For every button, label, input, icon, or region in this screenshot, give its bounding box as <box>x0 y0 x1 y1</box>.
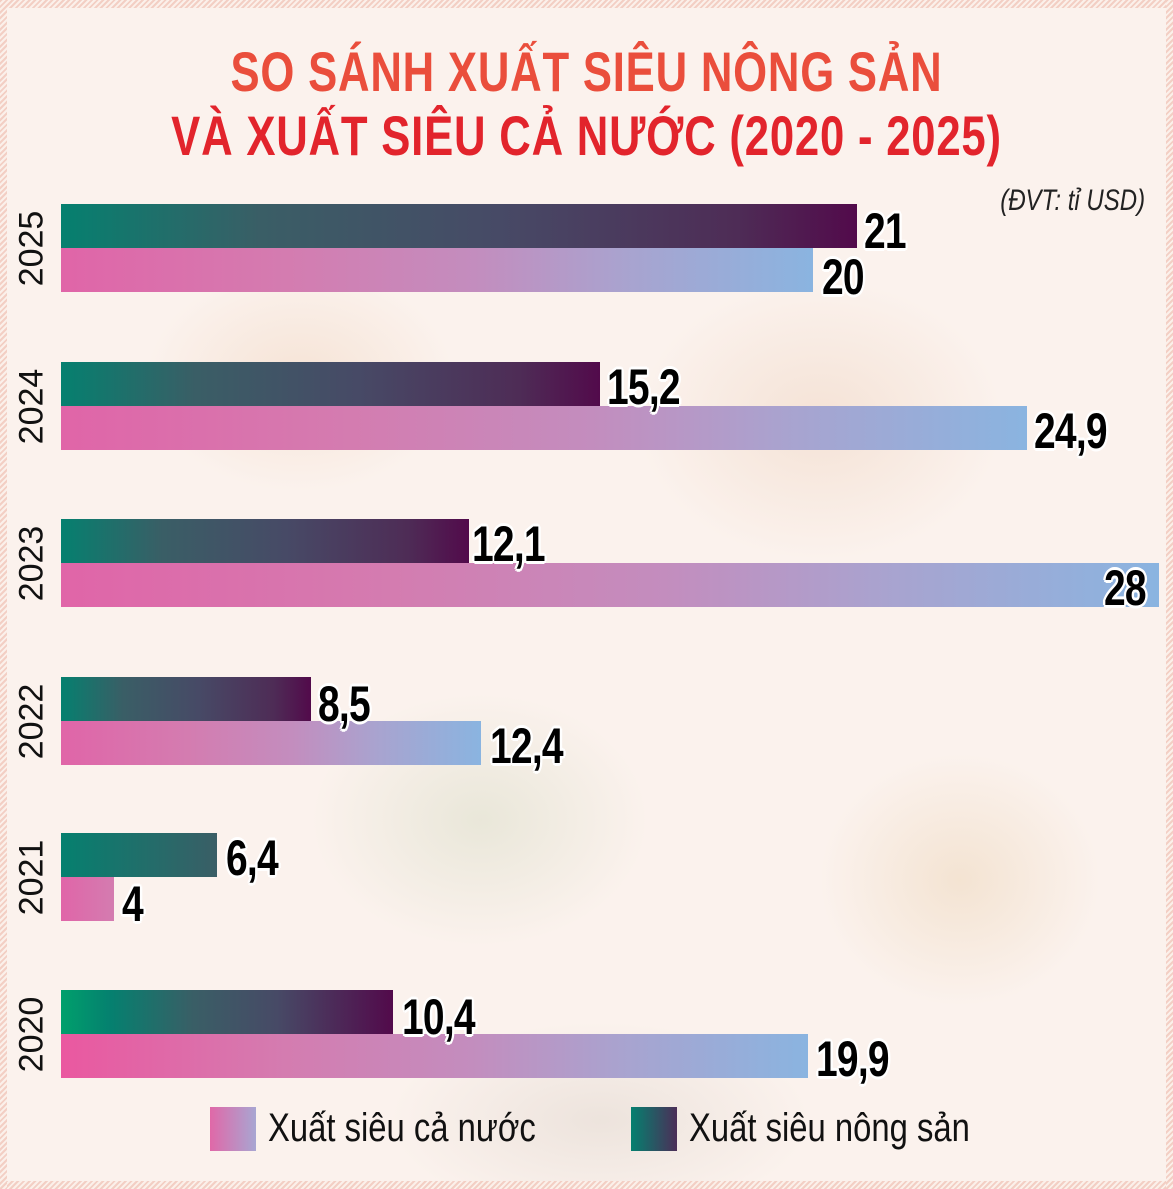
value-label-agri: 10,4 <box>402 989 476 1045</box>
bar-nation <box>61 1034 808 1078</box>
bar-nation <box>61 877 114 921</box>
bar-agri <box>61 677 311 721</box>
value-label-nation: 4 <box>122 876 144 932</box>
decorative-border-left <box>0 0 7 1189</box>
unit-label: (ĐVT: tỉ USD) <box>1000 184 1145 217</box>
year-label: 2024 <box>12 368 51 444</box>
decorative-border-top <box>0 0 1173 8</box>
bar-nation <box>61 721 481 765</box>
value-label-agri: 8,5 <box>318 676 371 732</box>
value-label-nation: 19,9 <box>816 1031 890 1087</box>
legend-swatch-nation <box>210 1106 256 1151</box>
year-label: 2020 <box>12 996 51 1072</box>
chart-title-line2: VÀ XUẤT SIÊU CẢ NƯỚC (2020 - 2025) <box>171 104 1002 167</box>
chart-legend: Xuất siêu cả nước Xuất siêu nông sản <box>210 1106 1067 1151</box>
value-label-agri: 15,2 <box>607 359 681 415</box>
bar-agri <box>61 362 600 406</box>
year-label: 2021 <box>12 839 51 915</box>
legend-label-agri: Xuất siêu nông sản <box>688 1106 970 1150</box>
bar-agri <box>61 990 393 1034</box>
value-label-nation: 12,4 <box>490 718 564 774</box>
year-label: 2023 <box>12 525 51 601</box>
value-label-agri: 6,4 <box>226 830 279 886</box>
bar-agri <box>61 204 857 248</box>
value-label-agri: 21 <box>864 203 907 259</box>
bar-nation <box>61 563 1159 607</box>
legend-swatch-agri <box>630 1106 677 1151</box>
bar-agri <box>61 833 217 877</box>
chart-title: SO SÁNH XUẤT SIÊU NÔNG SẢN VÀ XUẤT SIÊU … <box>129 40 1044 168</box>
year-label: 2025 <box>12 210 51 286</box>
value-label-agri: 12,1 <box>472 516 546 572</box>
value-label-nation: 20 <box>822 249 865 305</box>
bar-agri <box>61 519 469 563</box>
decorative-border-right <box>1166 0 1173 1189</box>
legend-label-nation: Xuất siêu cả nước <box>268 1106 536 1150</box>
bar-nation <box>61 248 813 292</box>
decorative-border-bottom <box>0 1181 1173 1189</box>
chart-title-line1: SO SÁNH XUẤT SIÊU NÔNG SẢN <box>230 40 943 103</box>
bar-nation <box>61 406 1027 450</box>
value-label-nation: 28 <box>1104 560 1147 616</box>
value-label-nation: 24,9 <box>1034 403 1108 459</box>
year-label: 2022 <box>12 683 51 759</box>
